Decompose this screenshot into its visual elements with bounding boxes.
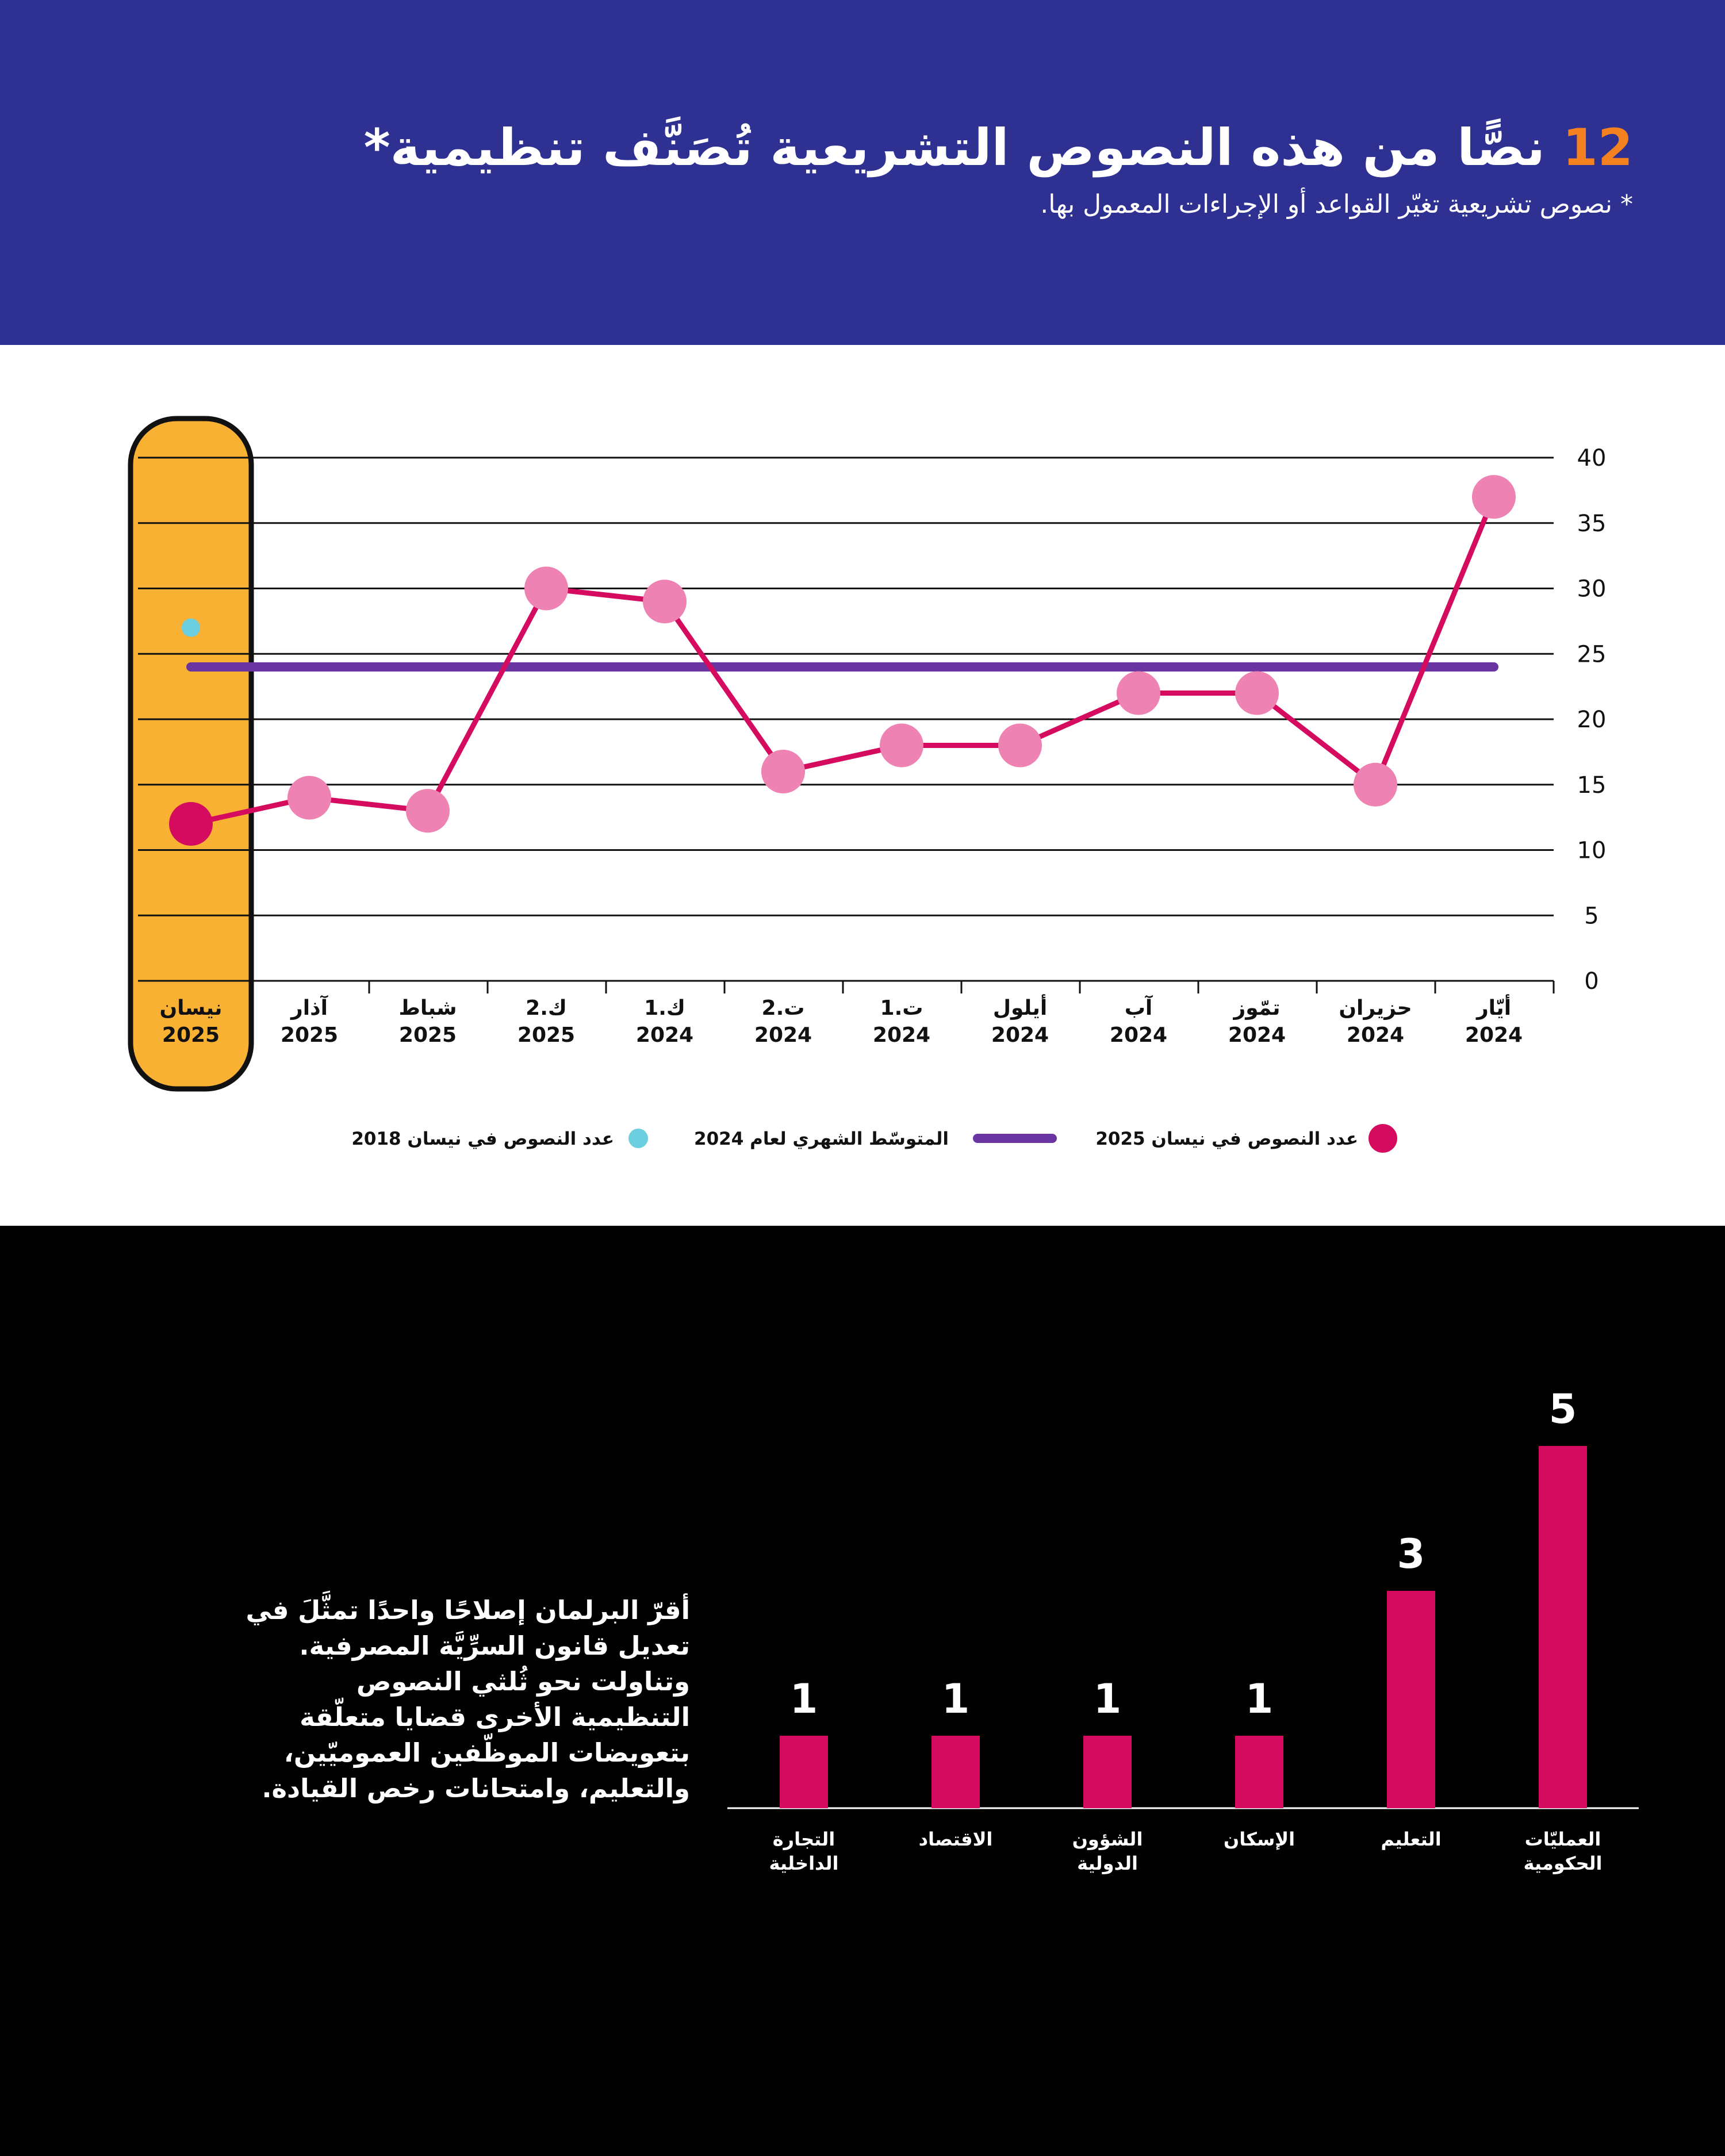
title-number: 12 [1562,118,1633,177]
summary-paragraph: أقرّ البرلمان إصلاحًا واحدًا تمثَّلَ في … [172,1593,690,1806]
data-point [880,723,923,768]
y-tick-label: 30 [1577,576,1607,603]
x-tick-label: شباط [398,996,457,1020]
bar-category-label: التعليم [1381,1828,1441,1850]
x-tick-label: 2024 [636,1023,693,1047]
y-tick-label: 15 [1577,772,1607,799]
y-tick-label: 35 [1577,511,1607,537]
summary-line: والتعليم، وامتحانات رخص القيادة. [262,1773,690,1804]
x-tick-label: حزيران [1339,996,1412,1020]
y-tick-label: 25 [1577,641,1607,667]
legend-label-average: المتوسّط الشهري لعام 2024 [694,1129,949,1149]
summary-line: بتعويضات الموظّفين العموميّين، [283,1737,690,1768]
title-text: نصًّا من هذه النصوص التشريعية تُصَنَّف ت… [363,118,1545,177]
summary-line: التنظيمية الأخرى قضايا متعلّقة [300,1702,690,1732]
y-tick-label: 5 [1584,903,1598,929]
data-point [169,802,213,846]
bar-value-label: 1 [1245,1675,1274,1723]
bar-category-label: الشؤون [1072,1828,1143,1850]
bar [1539,1446,1587,1808]
page-subtitle: * نصوص تشريعية تغيّر القواعد أو الإجراءا… [1040,190,1633,219]
x-tick-label: 2024 [1228,1023,1286,1047]
bar-chart-section [0,1226,1725,2156]
bar [931,1736,980,1808]
x-tick-label: ك.2 [526,996,567,1020]
y-tick-label: 20 [1577,707,1607,733]
data-point [1472,475,1516,519]
bar-category-label: الإسكان [1224,1828,1295,1850]
bar [780,1736,828,1808]
bar [1235,1736,1283,1808]
x-tick-label: آذار [290,995,329,1020]
data-point [1117,671,1160,715]
x-tick-label: 2024 [1465,1023,1523,1047]
data-point [406,789,450,833]
data-point [1354,762,1397,807]
y-tick-label: 10 [1577,838,1607,864]
data-point [288,776,331,820]
data-point [761,750,805,793]
bar [1083,1736,1132,1808]
bar [1387,1591,1435,1808]
x-tick-label: ت.2 [762,996,805,1020]
x-tick-label: 2024 [754,1023,812,1047]
legend-marker-2018 [628,1129,648,1148]
x-tick-label: آب [1125,995,1153,1020]
x-tick-label: تمّوز [1233,996,1281,1020]
data-point [1235,671,1279,715]
x-tick-label: أيّار [1475,994,1511,1020]
x-tick-label: ت.1 [880,996,923,1020]
bar-category-label: الحكومية [1524,1852,1603,1874]
y-tick-label: 0 [1584,968,1598,995]
bar-category-label: الاقتصاد [919,1828,993,1850]
header-banner: 12 نصًّا من هذه النصوص التشريعية تُصَنَّ… [0,0,1725,345]
data-point [643,580,687,624]
legend-marker-series [1368,1124,1397,1153]
x-tick-label: نيسان [159,996,222,1020]
x-tick-label: 2025 [399,1023,457,1047]
bar-category-label: العمليّات [1525,1828,1601,1850]
bar-value-label: 1 [1094,1675,1122,1723]
bar-category-label: الداخلية [769,1852,838,1874]
x-tick-label: 2025 [518,1023,575,1047]
reference-point-2018 [182,618,200,637]
highlight-column [128,416,254,1092]
bar-value-label: 5 [1549,1386,1577,1433]
x-tick-label: 2024 [1110,1023,1167,1047]
summary-line: وتناولت نحو ثُلثي النصوص [356,1666,690,1697]
x-tick-label: 2024 [873,1023,930,1047]
line-chart: 0510152025303540أيّار2024حزيران2024تمّوز… [128,416,1607,1153]
bar-value-label: 1 [790,1675,818,1723]
x-tick-label: 2024 [991,1023,1049,1047]
y-tick-label: 40 [1577,445,1607,471]
data-point [524,566,568,611]
page-title: 12 نصًّا من هذه النصوص التشريعية تُصَنَّ… [364,118,1633,177]
bar-value-label: 1 [942,1675,970,1723]
data-point [998,723,1042,768]
x-tick-label: 2024 [1347,1023,1404,1047]
x-tick-label: أيلول [993,994,1047,1020]
x-tick-label: 2025 [162,1023,220,1047]
summary-line: تعديل قانون السرِّيَّة المصرفية. [299,1631,690,1661]
summary-line: أقرّ البرلمان إصلاحًا واحدًا تمثَّلَ في [246,1595,690,1625]
bar-value-label: 3 [1397,1530,1425,1578]
x-tick-label: ك.1 [644,996,685,1020]
legend-label-series: عدد النصوص في نيسان 2025 [1095,1129,1358,1149]
x-tick-label: 2025 [281,1023,338,1047]
legend-label-2018: عدد النصوص في نيسان 2018 [351,1129,614,1149]
bar-category-label: الدولية [1077,1852,1138,1874]
bar-category-label: التجارة [773,1828,835,1850]
